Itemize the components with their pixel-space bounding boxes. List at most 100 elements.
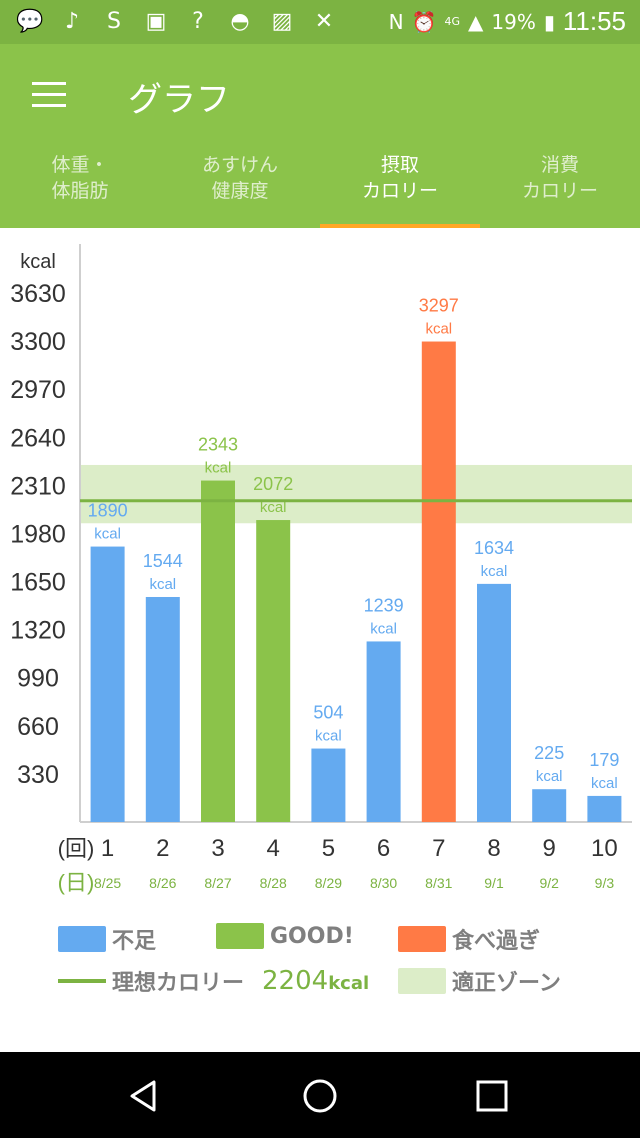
- system-icons: N ⏰ 4G ▲ 19% ▮ 11:55: [389, 6, 626, 37]
- x-tick-label: 7: [432, 835, 445, 862]
- tab-label: 体脂肪: [51, 180, 109, 202]
- y-tick-label: 2310: [10, 472, 66, 500]
- ideal-line-swatch: [58, 968, 106, 994]
- date-label: 9/3: [595, 875, 615, 891]
- tab-label: カロリー: [361, 180, 438, 202]
- bar-unit-label: kcal: [315, 728, 342, 745]
- bar-unit-label: kcal: [260, 499, 287, 516]
- date-label: 8/31: [425, 875, 452, 891]
- legend-short-label: 不足: [112, 929, 157, 954]
- tab-label: 健康度: [211, 180, 269, 202]
- image-icon: ▨: [271, 9, 293, 34]
- y-tick-label: 1980: [10, 520, 66, 548]
- x-tick-label: 1: [101, 835, 114, 862]
- bar-value-label: 1634: [474, 538, 514, 558]
- bar: [311, 748, 346, 822]
- good-swatch: [216, 923, 264, 949]
- date-axis-prefix: (日): [58, 870, 95, 895]
- bar: [477, 583, 511, 822]
- y-tick-label: 1320: [10, 617, 66, 645]
- bar-value-label: 179: [589, 750, 619, 770]
- date-label: 8/29: [315, 875, 342, 891]
- back-icon[interactable]: [124, 1076, 164, 1116]
- bar: [366, 641, 401, 822]
- battery-icon: ▮: [543, 9, 555, 34]
- home-icon[interactable]: [300, 1076, 340, 1116]
- legend-good: GOOD!: [216, 923, 354, 949]
- legend-over-label: 食べ過ぎ: [452, 929, 541, 954]
- bar: [587, 795, 622, 822]
- legend-ideal: 理想カロリー 2204kcal: [58, 965, 369, 997]
- short-swatch: [58, 926, 106, 952]
- date-label: 8/25: [94, 875, 121, 891]
- date-label: 8/28: [260, 875, 287, 891]
- tab-weight-body-fat[interactable]: 体重・ 体脂肪: [0, 152, 160, 228]
- x-tick-label: 5: [322, 835, 335, 862]
- legend-ideal-label: 理想カロリー: [112, 971, 245, 996]
- bar-value-label: 1544: [143, 551, 183, 571]
- bar: [90, 546, 125, 822]
- ideal-value-number: 2204: [262, 966, 329, 996]
- ideal-value-unit: kcal: [328, 973, 370, 994]
- tab-intake-calories[interactable]: 摂取 カロリー: [320, 152, 480, 228]
- legend-short: 不足: [58, 923, 156, 955]
- y-tick-label: 660: [17, 713, 59, 741]
- tab-label: 摂取: [380, 154, 419, 176]
- bar: [421, 341, 456, 822]
- notification-icons: 💬 ♪ S ▣ ? ◓ ▨ ✕: [16, 8, 338, 36]
- android-icon: ◓: [230, 9, 250, 34]
- tab-label: 体重・: [51, 154, 109, 176]
- bar-value-label: 504: [313, 703, 343, 723]
- network-label: 4G: [444, 15, 460, 28]
- over-swatch: [398, 926, 446, 952]
- y-tick-label: 3300: [10, 328, 66, 356]
- bar-value-label: 2343: [198, 435, 238, 455]
- date-label: 8/26: [149, 875, 176, 891]
- recents-icon[interactable]: [472, 1076, 512, 1116]
- intake-calorie-chart: kcal330660990132016501980231026402970330…: [10, 244, 632, 895]
- bar-unit-label: kcal: [425, 321, 452, 338]
- y-tick-label: 1650: [10, 569, 66, 597]
- tools-icon: ✕: [314, 9, 334, 34]
- x-tick-label: 9: [543, 835, 556, 862]
- tab-label: 消費: [540, 154, 579, 176]
- menu-icon[interactable]: [32, 82, 66, 108]
- legend: 不足 GOOD! 食べ過ぎ 理想カロリー 2204kcal 適正ゾーン: [0, 915, 640, 1015]
- s-app-icon: S: [107, 9, 121, 34]
- y-tick-label: 3630: [10, 280, 66, 308]
- bar-unit-label: kcal: [536, 768, 563, 785]
- x-tick-label: 10: [591, 835, 618, 862]
- bar: [201, 480, 235, 822]
- contacts-icon: ▣: [145, 9, 167, 34]
- alarm-icon: ⏰: [411, 9, 437, 34]
- y-tick-label: 2640: [10, 424, 66, 452]
- legend-zone: 適正ゾーン: [398, 965, 561, 997]
- x-tick-label: 2: [156, 835, 169, 862]
- bar-value-label: 1239: [364, 595, 404, 615]
- legend-good-label: GOOD!: [270, 923, 354, 949]
- date-label: 8/27: [204, 875, 231, 891]
- navigation-bar: [0, 1052, 640, 1138]
- zone-swatch: [398, 968, 446, 994]
- bar-value-label: 3297: [419, 296, 459, 316]
- legend-over: 食べ過ぎ: [398, 923, 540, 955]
- hearing-icon: ?: [192, 9, 204, 34]
- bar-unit-label: kcal: [370, 620, 397, 637]
- x-axis-prefix: (回): [58, 836, 95, 861]
- date-label: 8/30: [370, 875, 397, 891]
- bar: [532, 789, 567, 822]
- tab-burned-calories[interactable]: 消費 カロリー: [480, 152, 640, 228]
- bar: [256, 520, 291, 822]
- clock: 11:55: [562, 6, 626, 36]
- ideal-calorie-value: 2204kcal: [262, 966, 369, 996]
- tab-asken-health[interactable]: あすけん 健康度: [160, 152, 320, 228]
- bar-unit-label: kcal: [149, 576, 176, 593]
- bar-unit-label: kcal: [94, 526, 121, 543]
- x-tick-label: 3: [211, 835, 224, 862]
- signal-icon: ▲: [468, 9, 484, 34]
- x-tick-label: 8: [487, 835, 500, 862]
- bar-value-label: 225: [534, 743, 564, 763]
- nfc-icon: N: [388, 9, 404, 34]
- bar-unit-label: kcal: [591, 775, 618, 792]
- message-icon: 💬: [16, 9, 44, 34]
